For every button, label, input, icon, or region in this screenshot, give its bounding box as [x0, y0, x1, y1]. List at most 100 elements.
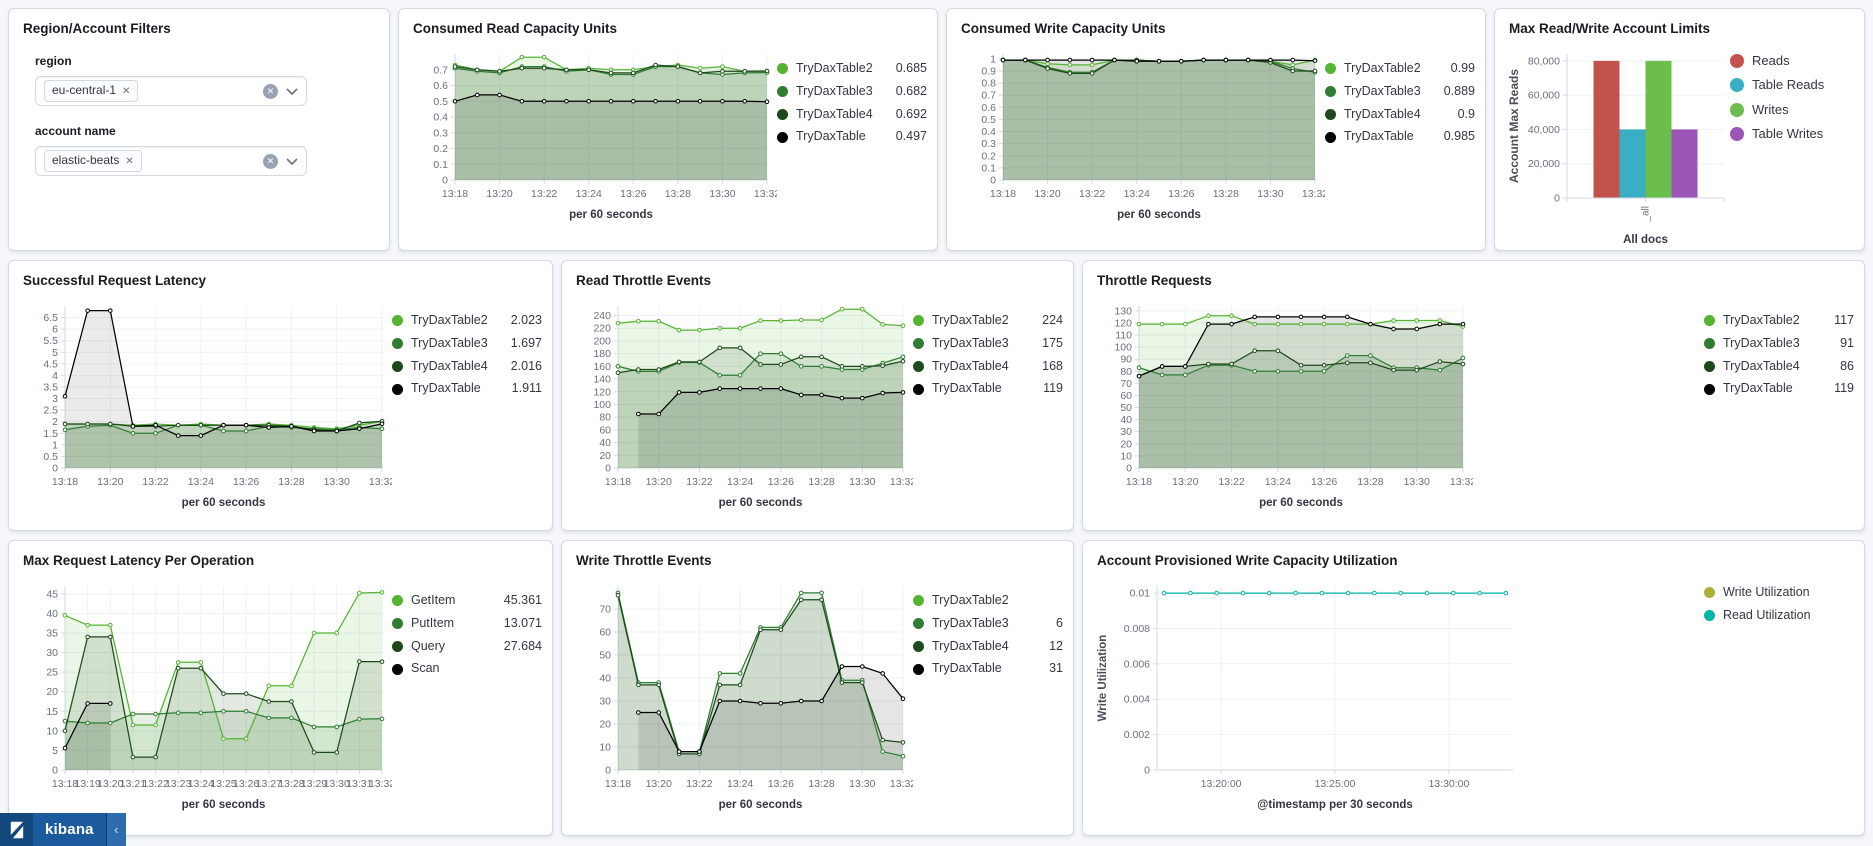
- legend-item-trydaxtable2[interactable]: TryDaxTable2: [913, 593, 1063, 608]
- account-name-selected-pill[interactable]: elastic-beats ✕: [44, 150, 142, 172]
- legend-item-scan[interactable]: Scan: [392, 661, 542, 676]
- legend-item-read-utilization[interactable]: Read Utilization: [1704, 608, 1854, 623]
- remove-tag-icon[interactable]: ✕: [125, 155, 134, 167]
- svg-text:0.1: 0.1: [981, 162, 996, 174]
- legend-value: 224: [1042, 313, 1063, 327]
- legend-item-trydaxtable[interactable]: TryDaxTable 0.985: [1325, 129, 1475, 144]
- legend-dot: [1730, 127, 1744, 142]
- svg-text:0.8: 0.8: [981, 78, 996, 90]
- account-name-combobox[interactable]: elastic-beats ✕ ✕: [35, 146, 307, 176]
- clear-selection-icon[interactable]: ✕: [263, 153, 278, 169]
- svg-text:0.4: 0.4: [981, 126, 996, 138]
- legend-item-table-reads[interactable]: Table Reads: [1730, 77, 1858, 93]
- svg-text:13:20: 13:20: [646, 778, 672, 790]
- legend-value: 91: [1840, 335, 1854, 350]
- legend-value: 0.692: [895, 106, 927, 121]
- svg-text:13:20: 13:20: [1172, 476, 1198, 488]
- region-combobox[interactable]: eu-central-1 ✕ ✕: [35, 76, 307, 106]
- write-throttle-events-legend: TryDaxTable2 TryDaxTable3 6 TryDaxTable4 12 T…: [913, 572, 1063, 676]
- legend-dot: [777, 108, 788, 120]
- region-selected-pill[interactable]: eu-central-1 ✕: [44, 80, 139, 102]
- legend-dot: [1325, 108, 1336, 120]
- legend-item-trydaxtable3[interactable]: TryDaxTable3 91: [1704, 335, 1854, 351]
- svg-text:70: 70: [599, 604, 611, 616]
- svg-text:40: 40: [46, 608, 58, 620]
- svg-text:13:23: 13:23: [165, 778, 191, 790]
- panel-consumed-write-capacity: Consumed Write Capacity Units 0 0.1 0.2 0.3…: [946, 8, 1486, 251]
- remove-tag-icon[interactable]: ✕: [122, 85, 131, 97]
- svg-text:0.006: 0.006: [1124, 658, 1150, 670]
- clear-selection-icon[interactable]: ✕: [263, 83, 278, 99]
- legend-dot: [392, 663, 403, 675]
- legend-dot: [1704, 360, 1715, 372]
- legend-item-writes[interactable]: Writes: [1730, 102, 1858, 117]
- legend-item-query[interactable]: Query 27.684: [392, 639, 542, 654]
- svg-text:6.5: 6.5: [43, 312, 58, 324]
- legend-item-trydaxtable[interactable]: TryDaxTable 31: [913, 661, 1063, 676]
- svg-text:13:28: 13:28: [808, 778, 834, 790]
- svg-text:0: 0: [605, 765, 611, 777]
- legend-item-trydaxtable3[interactable]: TryDaxTable3 175: [913, 336, 1063, 351]
- legend-item-trydaxtable2[interactable]: TryDaxTable2 117: [1704, 313, 1854, 328]
- svg-text:30: 30: [46, 647, 58, 659]
- legend-dot: [392, 595, 403, 607]
- legend-item-putitem[interactable]: PutItem 13.071: [392, 616, 542, 631]
- svg-text:25: 25: [46, 667, 58, 679]
- legend-item-trydaxtable4[interactable]: TryDaxTable4 86: [1704, 359, 1854, 374]
- svg-text:45: 45: [46, 588, 58, 600]
- svg-text:10: 10: [1120, 450, 1132, 462]
- chevron-down-icon[interactable]: [286, 87, 298, 95]
- consumed-write-capacity-chart[interactable]: 00.10.20.30.40.50.60.70.80.91 13:18 13:20 1…: [957, 40, 1325, 232]
- legend-item-trydaxtable[interactable]: TryDaxTable 119: [913, 381, 1063, 396]
- legend-value: 1.911: [511, 381, 542, 396]
- legend-label: TryDaxTable: [796, 129, 866, 144]
- max-read-write-limits-legend: Reads Table Reads Writes Table Writes: [1730, 40, 1858, 142]
- svg-text:120: 120: [1114, 317, 1132, 329]
- legend-label: TryDaxTable3: [411, 335, 488, 350]
- max-read-write-limits-chart[interactable]: 0 20,000 40,000 60,000 80,000 _all All docs Acc…: [1505, 40, 1730, 248]
- svg-text:13:22: 13:22: [531, 188, 557, 200]
- legend-label: TryDaxTable2: [1344, 61, 1421, 75]
- account-provisioned-write-capacity-utilization-chart[interactable]: 0 0.002 0.004 0.006 0.008 0.01 13:20:00 13:25:0…: [1093, 572, 1523, 822]
- legend-item-trydaxtable[interactable]: TryDaxTable 0.497: [777, 129, 927, 144]
- legend-item-trydaxtable4[interactable]: TryDaxTable4 168: [913, 359, 1063, 374]
- legend-item-trydaxtable[interactable]: TryDaxTable 1.911: [392, 381, 542, 396]
- legend-item-getitem[interactable]: GetItem 45.361: [392, 593, 542, 608]
- legend-item-trydaxtable2[interactable]: TryDaxTable2 0.99: [1325, 61, 1475, 76]
- legend-item-trydaxtable3[interactable]: TryDaxTable3 1.697: [392, 335, 542, 351]
- chevron-down-icon[interactable]: [286, 157, 298, 165]
- legend-item-write-utilization[interactable]: Write Utilization: [1704, 585, 1854, 600]
- legend-item-trydaxtable4[interactable]: TryDaxTable4 0.692: [777, 106, 927, 122]
- consumed-read-capacity-chart[interactable]: 0 0.1 0.2 0.3 0.4 0.5 0.6 0.7 13:18 13:20 13:22 13:…: [409, 40, 777, 232]
- legend-item-trydaxtable4[interactable]: TryDaxTable4 0.9: [1325, 107, 1475, 122]
- max-request-latency-per-operation-legend: GetItem 45.361 PutItem 13.071 Query 27.684 Sca…: [392, 572, 542, 676]
- legend-item-trydaxtable2[interactable]: TryDaxTable2 0.685: [777, 61, 927, 76]
- legend-item-table-writes[interactable]: Table Writes: [1730, 126, 1858, 142]
- legend-item-trydaxtable4[interactable]: TryDaxTable4 2.016: [392, 359, 542, 374]
- successful-request-latency-chart[interactable]: 00.511.522.533.544.555.566.5 13:18 13:20 13…: [19, 292, 392, 520]
- nav-collapse-button[interactable]: ‹: [105, 813, 126, 846]
- svg-text:13:31: 13:31: [346, 778, 372, 790]
- legend-item-trydaxtable2[interactable]: TryDaxTable2 224: [913, 313, 1063, 328]
- max-request-latency-per-operation-chart[interactable]: 05101520253035404513:1813:1913:2013:2113…: [19, 572, 392, 822]
- legend-item-trydaxtable2[interactable]: TryDaxTable2 2.023: [392, 313, 542, 328]
- filter-field-region: region eu-central-1 ✕ ✕: [35, 54, 365, 106]
- legend-item-trydaxtable4[interactable]: TryDaxTable4 12: [913, 639, 1063, 654]
- write-throttle-events-chart[interactable]: 0 10 20 30 40 50 60 70 13:18 13:20 13:22 13:24 13:26…: [572, 572, 913, 822]
- legend-label: Table Reads: [1752, 77, 1825, 93]
- legend-item-reads[interactable]: Reads: [1730, 53, 1858, 69]
- legend-label: GetItem: [411, 593, 456, 607]
- legend-item-trydaxtable[interactable]: TryDaxTable 119: [1704, 381, 1854, 396]
- legend-item-trydaxtable3[interactable]: TryDaxTable3 6: [913, 616, 1063, 631]
- svg-text:15: 15: [46, 706, 58, 718]
- svg-text:13:30: 13:30: [849, 476, 875, 488]
- svg-text:160: 160: [593, 361, 611, 373]
- panel-account-provisioned-write-capacity-utilization: Account Provisioned Write Capacity Utili…: [1082, 540, 1865, 836]
- svg-text:60: 60: [1120, 390, 1132, 402]
- legend-item-trydaxtable3[interactable]: TryDaxTable3 0.682: [777, 84, 927, 99]
- legend-item-trydaxtable3[interactable]: TryDaxTable3 0.889: [1325, 84, 1475, 99]
- legend-dot: [1325, 131, 1336, 143]
